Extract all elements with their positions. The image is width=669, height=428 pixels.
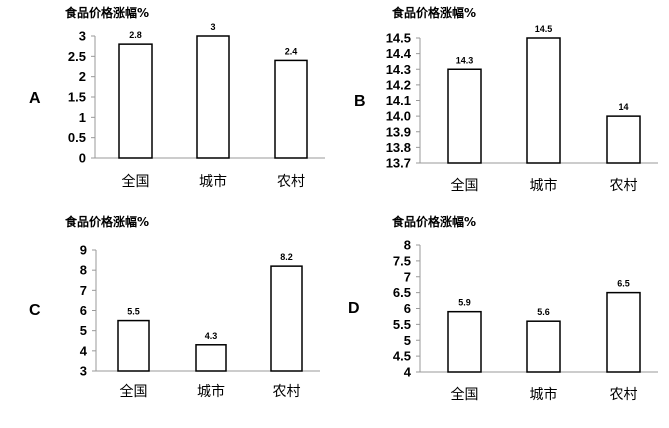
y-tick-label: 9	[80, 243, 87, 258]
y-tick-label: 14.3	[386, 62, 411, 77]
data-label: 6.5	[617, 279, 630, 289]
bar-城市	[196, 35, 230, 159]
data-label: 3	[210, 22, 215, 32]
y-tick-label: 8	[80, 263, 87, 278]
category-label: 城市	[530, 177, 558, 194]
y-tick-label: 4	[404, 365, 412, 380]
chart-title: 食品价格涨幅%	[391, 5, 476, 20]
y-tick-label: 4	[80, 343, 88, 358]
chart-panel-c: C 食品价格涨幅% 3 4 5 6 7 8 9 5.5 全国 4.3 城市 8.2 农村	[29, 214, 320, 400]
data-label: 2.4	[285, 46, 298, 56]
category-label: 全国	[120, 383, 148, 400]
y-tick-label: 14.5	[386, 31, 411, 46]
panel-letter: B	[354, 93, 366, 110]
category-label: 农村	[610, 178, 638, 194]
y-tick-label: 1.5	[68, 90, 86, 105]
chart-title: 食品价格涨幅%	[391, 214, 476, 229]
y-tick-label: 7.5	[393, 253, 411, 268]
bar-全国	[117, 319, 150, 372]
y-tick-label: 13.9	[386, 124, 411, 139]
data-label: 5.6	[537, 307, 550, 317]
data-label: 2.8	[129, 30, 142, 40]
y-tick-label: 13.8	[386, 140, 411, 155]
y-tick-label: 6	[404, 301, 411, 316]
y-tick-label: 2.5	[68, 49, 86, 64]
bar-城市	[526, 37, 561, 164]
data-label: 8.2	[280, 252, 293, 262]
y-tick-label: 7	[404, 269, 411, 284]
y-tick-label: 5	[404, 333, 411, 348]
data-label: 14	[618, 102, 628, 112]
data-label: 4.3	[205, 331, 218, 341]
y-tick-label: 6.5	[393, 285, 411, 300]
bar-全国	[118, 43, 153, 159]
bar-农村	[606, 115, 641, 164]
y-tick-label: 3	[79, 29, 86, 44]
y-tick-label: 6	[80, 303, 87, 318]
y-tick-label: 14.0	[386, 109, 411, 124]
category-label: 农村	[610, 387, 638, 403]
data-label: 5.9	[458, 298, 471, 308]
y-tick-label: 13.7	[386, 156, 411, 171]
bar-全国	[447, 68, 482, 164]
chart-panel-a: A 食品价格涨幅% 0 0.5 1 1.5 2 2.5 3 2.8 全国 3 城市 2.4 农村	[29, 5, 325, 190]
y-tick-label: 14.4	[386, 46, 412, 61]
y-tick-label: 2	[79, 69, 86, 84]
y-tick-label: 0	[79, 151, 86, 166]
category-label: 农村	[273, 384, 301, 400]
panel-letter: A	[29, 90, 41, 107]
bar-农村	[274, 59, 308, 159]
data-label: 14.3	[456, 55, 474, 65]
chart-title: 食品价格涨幅%	[64, 214, 149, 229]
y-tick-label: 3	[80, 364, 87, 379]
category-label: 全国	[122, 173, 150, 190]
y-tick-label: 7	[80, 283, 87, 298]
y-tick-label: 5	[80, 323, 87, 338]
category-label: 全国	[451, 177, 479, 194]
y-tick-label: 4.5	[393, 349, 411, 364]
panel-letter: D	[348, 300, 360, 317]
y-tick-label: 1	[79, 110, 86, 125]
category-label: 城市	[199, 173, 227, 190]
y-tick-label: 14.2	[386, 77, 411, 92]
category-label: 农村	[277, 174, 305, 190]
bar-农村	[606, 291, 641, 373]
data-label: 5.5	[127, 307, 140, 317]
category-label: 全国	[451, 386, 479, 403]
data-label: 14.5	[535, 24, 553, 34]
category-label: 城市	[530, 386, 558, 403]
bar-城市	[526, 320, 561, 373]
y-tick-label: 14.1	[386, 93, 411, 108]
bar-全国	[447, 310, 482, 373]
bar-城市	[195, 344, 227, 372]
chart-panel-b: B食品价格涨幅%13.713.813.914.014.114.214.314.4…	[354, 5, 658, 194]
bar-农村	[270, 265, 303, 372]
chart-title: 食品价格涨幅%	[64, 5, 149, 20]
y-tick-label: 5.5	[393, 317, 411, 332]
y-tick-label: 0.5	[68, 130, 86, 145]
category-label: 城市	[197, 383, 225, 400]
y-tick-label: 8	[404, 238, 411, 253]
panel-letter: C	[29, 302, 41, 319]
